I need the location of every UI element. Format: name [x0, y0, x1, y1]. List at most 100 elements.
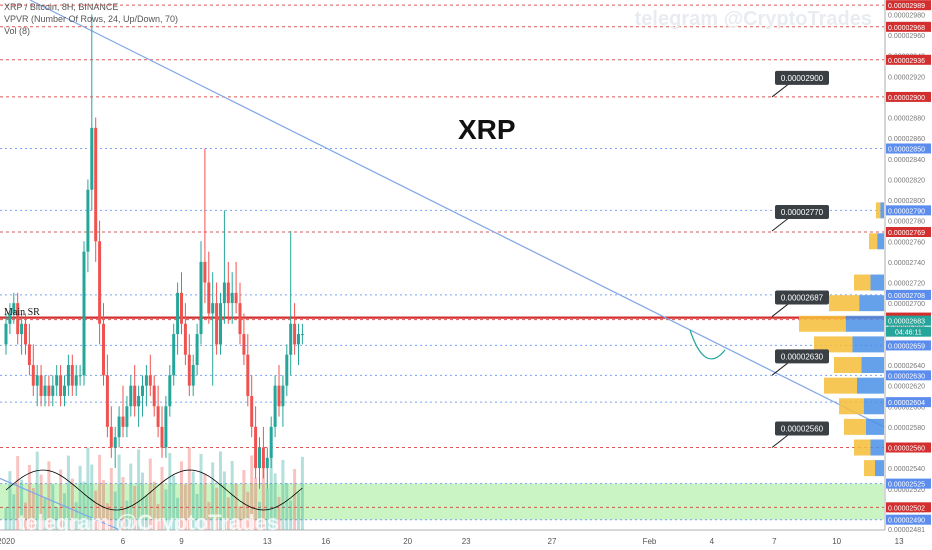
y-tick-label: 0.00002600: [888, 404, 925, 411]
vpvr-bar-down: [845, 315, 884, 332]
y-tick-label: 0.00002760: [888, 239, 925, 246]
volume-bar: [31, 488, 35, 530]
y-tick-label: 0.00002920: [888, 74, 925, 81]
candle-body: [293, 323, 297, 345]
x-tick-label: 9: [179, 537, 184, 546]
price-label-text: 0.00002490: [888, 518, 925, 525]
volume-bar: [35, 451, 39, 530]
price-label-box: [886, 205, 931, 216]
candle-body: [55, 375, 59, 386]
volume-bar: [70, 478, 74, 530]
volume-bar: [234, 484, 238, 530]
vpvr-indicator-label[interactable]: VPVR (Number Of Rows, 24, Up/Down, 70): [4, 14, 179, 24]
x-tick-label: 2020: [0, 537, 15, 546]
x-tick-label: 6: [121, 537, 126, 546]
price-label-box: [886, 227, 931, 238]
candle-body: [82, 251, 86, 376]
price-label-box: [886, 340, 931, 351]
vpvr-bar-up: [864, 460, 875, 477]
candle-body: [254, 426, 258, 469]
candle-body: [51, 385, 55, 396]
callout-label: 0.00002687: [781, 294, 824, 303]
volume-bar: [215, 487, 219, 530]
volume-bar: [24, 502, 27, 530]
candle-body: [258, 447, 261, 469]
volume-bar: [109, 468, 113, 530]
volume-bar: [300, 456, 304, 530]
volume-bar: [113, 491, 117, 530]
price-label-box: [886, 514, 931, 525]
y-tick-label: 0.00002640: [888, 363, 925, 370]
x-tick-label: 13: [895, 537, 904, 546]
y-tick-label: 0.00002820: [888, 177, 925, 184]
volume-bar: [4, 507, 8, 530]
volume-bar: [144, 495, 148, 530]
x-tick-label: 13: [263, 537, 272, 546]
candle-body: [59, 375, 63, 396]
watermark-top: telegram @CryptoTrades: [634, 8, 872, 30]
volume-bar: [59, 469, 63, 530]
vpvr-bar-up: [869, 233, 878, 250]
volume-bar: [102, 480, 105, 530]
candle-body: [133, 385, 137, 407]
vpvr-bar-up: [834, 357, 862, 374]
x-tick-label: 4: [710, 537, 715, 546]
callout-label: 0.00002560: [781, 425, 824, 434]
price-label-text: 0.00002683: [888, 319, 925, 326]
price-label-box: [886, 478, 931, 489]
volume-bar: [43, 498, 47, 530]
candle-body: [39, 375, 43, 396]
candle-body: [164, 406, 168, 448]
volume-bar: [129, 463, 133, 530]
price-label-box: [886, 143, 931, 154]
candle-body: [47, 385, 51, 396]
volume-indicator-label[interactable]: Vol (8): [4, 26, 31, 36]
y-tick-label: 0.00002540: [888, 466, 925, 473]
y-tick-label: 0.00002840: [888, 157, 925, 164]
price-label-text: 0.00002936: [888, 58, 925, 65]
candle-body: [70, 365, 74, 386]
candle-body: [219, 303, 222, 345]
candle-body: [230, 292, 234, 304]
vpvr-bar-down: [861, 357, 884, 374]
volume-bar: [199, 454, 203, 530]
vpvr-bar-up: [839, 398, 864, 415]
volume-bar: [156, 504, 160, 530]
countdown-box: [886, 326, 931, 337]
volume-bar: [133, 486, 137, 530]
x-tick-label: 16: [321, 537, 330, 546]
candle-body: [16, 303, 20, 335]
volume-bar: [250, 455, 254, 530]
candle-body: [66, 365, 70, 386]
candle-body: [300, 334, 304, 336]
candle-body: [246, 354, 250, 396]
volume-bar: [90, 464, 94, 530]
price-label-box: [886, 289, 931, 300]
candle-body: [160, 426, 164, 448]
volume-bar: [297, 492, 300, 530]
volume-bar: [195, 494, 199, 530]
vpvr-bar-down: [852, 336, 884, 353]
candle-body: [226, 282, 230, 304]
candle-body: [148, 375, 152, 386]
volume-bar: [137, 449, 141, 530]
candle-body: [281, 385, 285, 407]
price-label-text: 0.00002659: [888, 343, 925, 350]
volume-bar: [191, 471, 195, 530]
volume-bar: [82, 481, 86, 530]
y-tick-label: 0.00002880: [888, 116, 925, 123]
volume-bar: [269, 451, 273, 530]
price-label-box: [886, 502, 931, 513]
volume-bar: [47, 461, 51, 530]
callout-label: 0.00002900: [781, 74, 824, 83]
vpvr-bar-down: [875, 460, 884, 477]
volume-bar: [180, 461, 183, 530]
volume-bar: [98, 454, 102, 530]
price-label-box: [886, 21, 931, 32]
volume-bar: [8, 471, 12, 530]
vpvr-bar-down: [863, 398, 884, 415]
vpvr-bar-up: [844, 418, 866, 435]
vpvr-bar-down: [866, 418, 884, 435]
candle-body: [8, 313, 12, 324]
